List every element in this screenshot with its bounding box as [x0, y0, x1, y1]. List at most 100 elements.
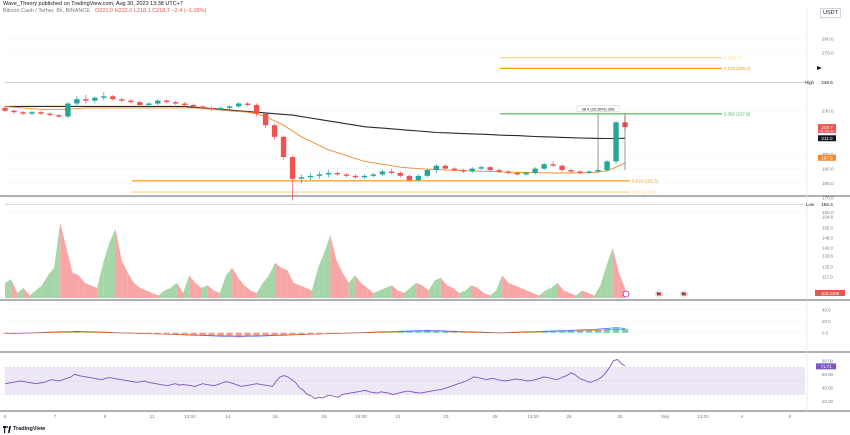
- volume-area-segment: [158, 290, 165, 298]
- candle-body: [370, 174, 377, 176]
- macd-histogram-bar: [585, 329, 593, 333]
- candle-body: [119, 99, 125, 101]
- macd-histogram-bar: [307, 332, 314, 335]
- volume-area-segment: [232, 267, 239, 298]
- candle-body: [559, 165, 565, 171]
- time-tick-label: 14: [225, 414, 231, 419]
- volume-area-segment: [575, 290, 582, 298]
- macd-histogram-bar: [621, 328, 629, 333]
- volume-area-segment: [219, 275, 226, 298]
- volume-tick-label: 156.0: [822, 225, 834, 230]
- candle-body: [65, 103, 71, 117]
- volume-area-segment: [109, 228, 116, 298]
- macd-histogram-bar: [1, 332, 9, 334]
- macd-histogram-bar: [244, 332, 251, 337]
- time-tick-label: 21: [395, 414, 401, 419]
- time-tick-label: 13:00: [697, 414, 709, 419]
- volume-area-segment: [502, 275, 509, 298]
- publisher-text: Wave_Theory published on TradingView.com…: [3, 1, 183, 7]
- time-tick-label: Sep: [661, 414, 670, 419]
- volume-area-segment: [465, 285, 472, 298]
- candle-body: [388, 171, 395, 173]
- macd-histogram-bar: [612, 328, 620, 333]
- volume-area-segment: [213, 290, 220, 298]
- price-axis-badge: [818, 154, 836, 161]
- fib-level-label: 0.618 (259.3): [724, 66, 751, 71]
- volume-area-segment: [35, 285, 42, 298]
- time-axis[interactable]: 5 7 9 11 13:00 14 16 18 19:00 21 23 25 13:00 28 30 Sep 1…: [4, 414, 792, 419]
- macd-histogram-bar: [567, 330, 575, 333]
- candle-body: [550, 164, 556, 166]
- fib-level-label: 0.618 (181.5): [632, 179, 659, 184]
- time-tick-label: 13:00: [527, 414, 539, 419]
- volume-area-segment: [299, 285, 306, 298]
- candle-body: [199, 106, 206, 108]
- measure-box: [576, 105, 620, 113]
- volume-tick-label: 164.8: [822, 214, 834, 219]
- rsi-panel[interactable]: [4, 358, 805, 400]
- macd-histogram-bar: [280, 332, 287, 336]
- candle-body: [191, 104, 197, 107]
- price-tick-label: 200.0: [822, 152, 834, 157]
- price-axis[interactable]: 280.0270.0250.0230.0200.0190.0180.0170.0…: [805, 36, 845, 404]
- volume-area-segment: [318, 252, 325, 298]
- candle-body: [325, 172, 332, 175]
- volume-area-segment: [287, 270, 294, 298]
- time-tick-label: 19:00: [355, 414, 367, 419]
- rsi-tick-label: 20.00: [822, 399, 834, 404]
- candle-body: [586, 171, 592, 173]
- volume-value-text: 103.2199: [821, 291, 840, 296]
- volume-area-segment: [152, 293, 159, 298]
- macd-histogram-bar: [424, 330, 431, 333]
- currency-badge[interactable]: USDT: [820, 8, 841, 18]
- volume-area-segment: [183, 275, 190, 298]
- price-axis-badge: [818, 135, 836, 142]
- fib-level-label: 0.382 (227.9): [724, 111, 751, 116]
- rsi-value-badge: [816, 363, 836, 370]
- signal-line: [5, 329, 626, 337]
- volume-area-segment: [526, 290, 533, 298]
- volume-area-segment: [539, 290, 546, 298]
- volume-area-segment: [342, 272, 349, 298]
- macd-histogram-bar: [154, 332, 161, 334]
- volume-area-segment: [471, 285, 478, 298]
- candle-body: [478, 167, 484, 169]
- candle-body: [2, 107, 8, 111]
- volume-area-segment: [281, 267, 288, 298]
- price-axis-badge: [818, 79, 836, 86]
- volume-area-segment: [428, 280, 435, 298]
- candle-body: [406, 175, 413, 181]
- volume-area-segment: [588, 293, 595, 298]
- volume-tick-label: 133.6: [822, 254, 834, 259]
- candle-body: [182, 103, 188, 105]
- macd-histogram-bar: [603, 328, 611, 333]
- candle-body: [244, 103, 251, 105]
- footer-brand: TradingView: [13, 426, 46, 432]
- price-tick-label: 190.0: [822, 166, 834, 171]
- volume-panel[interactable]: [5, 222, 688, 298]
- macd-panel[interactable]: [1, 327, 629, 338]
- candle-body: [415, 175, 422, 181]
- candle-body: [523, 172, 529, 175]
- volume-area-segment: [60, 222, 67, 298]
- volume-area-segment: [453, 287, 460, 298]
- candle-body: [128, 100, 134, 103]
- price-panel[interactable]: 1 (266.7) 0.618 (259.3) 0.382 (227.9) 0.618…: [2, 55, 805, 205]
- volume-area-segment: [434, 277, 441, 298]
- candle-body: [47, 113, 53, 116]
- volume-area-segment: [404, 287, 411, 298]
- volume-area-segment: [250, 290, 257, 298]
- volume-area-segment: [459, 290, 466, 298]
- candle-body: [361, 175, 368, 178]
- volume-area-segment: [226, 267, 233, 298]
- candle-body: [532, 168, 538, 173]
- countdown-text: 01:21:40: [820, 130, 835, 134]
- macd-histogram-bar: [235, 332, 242, 337]
- candle-body: [92, 97, 98, 101]
- volume-area-segment: [569, 293, 576, 298]
- candle-body: [101, 96, 107, 98]
- volume-area-segment: [422, 285, 429, 298]
- candle-body: [226, 106, 233, 108]
- volume-area-segment: [66, 247, 73, 298]
